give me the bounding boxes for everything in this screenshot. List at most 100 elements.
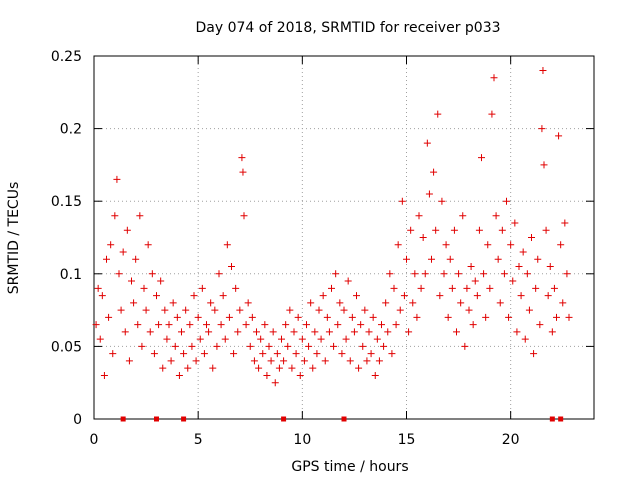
- data-point: [255, 364, 263, 372]
- data-point: [405, 328, 413, 336]
- data-point: [321, 357, 329, 365]
- baseline-marker: [558, 416, 564, 422]
- data-point: [528, 234, 535, 241]
- y-tick-label: 0.1: [60, 267, 82, 283]
- data-point: [490, 74, 498, 82]
- data-point: [194, 313, 202, 321]
- data-point: [555, 132, 563, 140]
- data-point: [417, 284, 425, 292]
- data-point: [344, 277, 352, 285]
- data-point: [205, 328, 213, 336]
- data-point: [113, 175, 121, 183]
- data-point: [128, 277, 135, 285]
- data-point: [494, 255, 502, 263]
- data-point: [478, 154, 485, 162]
- data-point: [438, 197, 446, 205]
- data-point: [415, 212, 423, 220]
- data-point: [273, 350, 281, 358]
- data-point: [111, 212, 119, 220]
- data-point: [400, 292, 408, 300]
- data-point: [334, 321, 342, 329]
- data-point: [190, 292, 198, 300]
- y-tick-label: 0: [73, 412, 82, 428]
- data-point: [130, 299, 138, 307]
- data-point: [215, 270, 223, 278]
- data-point: [484, 241, 492, 249]
- data-point: [536, 321, 544, 329]
- data-point: [234, 328, 242, 336]
- data-point: [425, 190, 433, 198]
- data-point: [171, 342, 179, 350]
- data-point: [311, 328, 319, 336]
- data-point: [413, 313, 421, 321]
- data-point: [246, 342, 254, 350]
- x-tick-label: 10: [293, 432, 311, 448]
- data-point: [107, 241, 115, 249]
- data-point: [482, 313, 490, 321]
- data-point: [175, 371, 183, 379]
- data-point: [269, 328, 277, 336]
- data-point: [390, 284, 398, 292]
- data-point: [469, 321, 477, 329]
- data-point: [300, 357, 308, 365]
- data-point: [209, 364, 217, 372]
- data-point: [357, 321, 365, 329]
- data-point: [96, 335, 104, 343]
- data-point: [409, 299, 417, 307]
- data-point: [342, 335, 350, 343]
- baseline-marker: [281, 416, 287, 422]
- data-point: [240, 212, 248, 220]
- data-point: [159, 364, 167, 372]
- data-point: [207, 299, 215, 307]
- data-point: [394, 241, 402, 249]
- data-point: [142, 306, 150, 314]
- data-point: [261, 321, 269, 329]
- x-tick-label: 5: [194, 432, 203, 448]
- data-point: [505, 313, 513, 321]
- data-point: [378, 321, 385, 329]
- data-point: [140, 284, 148, 292]
- x-axis-label: GPS time / hours: [291, 459, 408, 475]
- data-point: [386, 270, 394, 278]
- data-point: [105, 313, 113, 321]
- x-tick-label: 20: [502, 432, 520, 448]
- data-point: [498, 226, 506, 234]
- data-point: [517, 292, 525, 300]
- data-point: [284, 342, 292, 350]
- data-point: [565, 313, 573, 321]
- data-point: [144, 241, 152, 249]
- data-point: [521, 335, 529, 343]
- data-point: [492, 212, 500, 220]
- plot-frame: [93, 55, 595, 420]
- data-point: [430, 168, 438, 176]
- data-point: [265, 342, 273, 350]
- baseline-marker: [154, 416, 159, 422]
- data-point: [488, 110, 496, 118]
- data-point: [271, 379, 279, 387]
- data-point: [500, 270, 508, 278]
- data-point: [553, 313, 560, 321]
- data-point: [457, 299, 465, 307]
- data-point: [480, 270, 488, 278]
- data-point: [242, 321, 250, 329]
- data-point: [367, 350, 375, 358]
- data-point: [432, 226, 440, 234]
- data-point: [525, 306, 533, 314]
- data-point: [411, 270, 419, 278]
- y-tick-label: 0.05: [51, 339, 82, 355]
- data-point: [228, 263, 235, 271]
- data-point: [350, 328, 358, 336]
- data-point: [309, 364, 317, 372]
- data-point: [275, 364, 283, 372]
- data-point: [221, 335, 229, 343]
- data-point: [192, 357, 200, 365]
- data-point: [434, 110, 442, 118]
- y-tick-label: 0.15: [51, 194, 82, 210]
- data-point: [538, 125, 546, 133]
- data-point: [396, 306, 404, 314]
- data-point: [278, 335, 285, 343]
- data-point: [184, 364, 192, 372]
- data-point: [157, 277, 165, 285]
- data-point: [465, 306, 473, 314]
- data-point: [509, 277, 517, 285]
